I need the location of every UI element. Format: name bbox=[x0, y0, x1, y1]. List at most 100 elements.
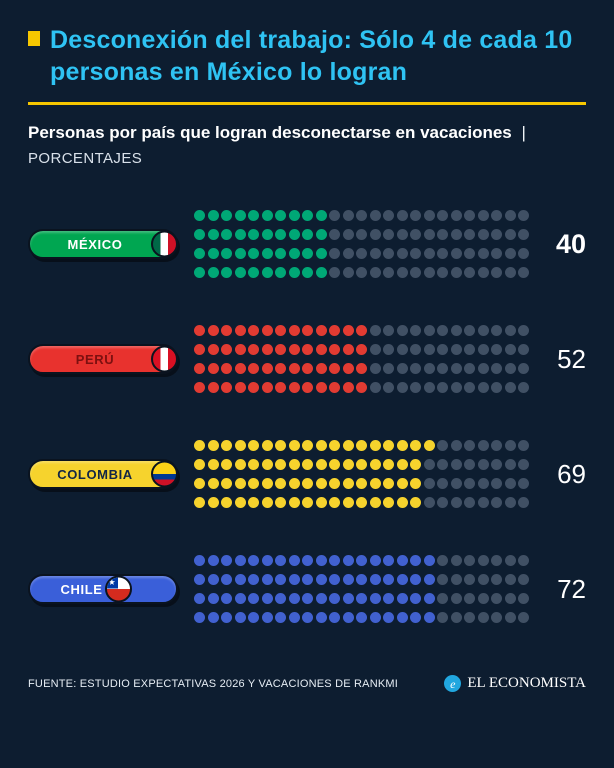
dot bbox=[329, 440, 340, 452]
dot bbox=[518, 210, 529, 222]
dot bbox=[356, 440, 367, 452]
dot bbox=[234, 459, 246, 471]
dot bbox=[491, 382, 502, 394]
dot bbox=[329, 574, 340, 586]
mexico-flag-icon bbox=[151, 230, 178, 258]
dot bbox=[396, 210, 408, 222]
dot bbox=[423, 478, 435, 490]
dot bbox=[450, 248, 462, 260]
dot bbox=[423, 229, 435, 241]
dot bbox=[356, 478, 367, 490]
dot bbox=[410, 382, 421, 394]
subtitle-separator: | bbox=[521, 123, 526, 142]
dot bbox=[477, 210, 489, 222]
dot bbox=[464, 267, 475, 279]
dot bbox=[315, 440, 327, 452]
dot bbox=[288, 363, 300, 375]
dot bbox=[518, 459, 529, 471]
dot bbox=[329, 325, 340, 337]
dot bbox=[423, 440, 435, 452]
dot bbox=[275, 497, 286, 509]
dot bbox=[207, 612, 219, 624]
dot bbox=[221, 478, 232, 490]
dot bbox=[396, 344, 408, 356]
dot bbox=[518, 229, 529, 241]
dot-grid-peru bbox=[194, 325, 529, 394]
dot bbox=[329, 459, 340, 471]
dot bbox=[329, 382, 340, 394]
dot bbox=[342, 497, 354, 509]
dot bbox=[288, 382, 300, 394]
dot bbox=[450, 363, 462, 375]
dot bbox=[288, 574, 300, 586]
dot bbox=[194, 555, 205, 567]
dot bbox=[518, 267, 529, 279]
dot bbox=[477, 267, 489, 279]
dot bbox=[207, 593, 219, 605]
dot bbox=[315, 267, 327, 279]
dot bbox=[329, 344, 340, 356]
dot bbox=[423, 344, 435, 356]
value-label-mexico: 40 bbox=[555, 228, 586, 259]
dot bbox=[329, 248, 340, 260]
dot bbox=[207, 248, 219, 260]
dot bbox=[396, 555, 408, 567]
dot bbox=[288, 267, 300, 279]
dot bbox=[369, 344, 381, 356]
dot bbox=[234, 440, 246, 452]
dot bbox=[423, 210, 435, 222]
dot bbox=[396, 325, 408, 337]
dot bbox=[194, 497, 205, 509]
dot bbox=[356, 497, 367, 509]
dot bbox=[342, 363, 354, 375]
dot bbox=[369, 478, 381, 490]
dot bbox=[369, 229, 381, 241]
dot bbox=[261, 478, 273, 490]
dot bbox=[302, 325, 313, 337]
dot bbox=[464, 363, 475, 375]
dot bbox=[437, 593, 448, 605]
dot bbox=[518, 344, 529, 356]
dot bbox=[369, 459, 381, 471]
dot bbox=[410, 210, 421, 222]
dot bbox=[450, 497, 462, 509]
chart-subtitle: Personas por país que logran desconectar… bbox=[28, 121, 586, 170]
dot bbox=[410, 363, 421, 375]
dot bbox=[207, 382, 219, 394]
brand: e EL ECONOMISTA bbox=[444, 675, 586, 692]
dot bbox=[275, 210, 286, 222]
country-label: COLOMBIA bbox=[57, 466, 133, 482]
dot bbox=[356, 325, 367, 337]
dot bbox=[248, 229, 259, 241]
dot bbox=[410, 593, 421, 605]
dot bbox=[396, 497, 408, 509]
dot bbox=[423, 593, 435, 605]
dot bbox=[261, 248, 273, 260]
dot bbox=[450, 459, 462, 471]
dot bbox=[315, 229, 327, 241]
subtitle-unit: PORCENTAJES bbox=[28, 149, 143, 167]
dot bbox=[464, 612, 475, 624]
dot bbox=[194, 210, 205, 222]
dot bbox=[504, 497, 516, 509]
dot bbox=[234, 267, 246, 279]
dot bbox=[464, 210, 475, 222]
dot bbox=[342, 344, 354, 356]
dot bbox=[369, 555, 381, 567]
dot bbox=[450, 344, 462, 356]
dot bbox=[423, 459, 435, 471]
dot bbox=[194, 440, 205, 452]
dot bbox=[491, 440, 502, 452]
dot bbox=[518, 612, 529, 624]
dot bbox=[329, 612, 340, 624]
dot bbox=[396, 229, 408, 241]
dot bbox=[234, 229, 246, 241]
dot bbox=[518, 325, 529, 337]
dot bbox=[315, 459, 327, 471]
dot bbox=[437, 555, 448, 567]
dot bbox=[248, 248, 259, 260]
dot bbox=[221, 325, 232, 337]
dot bbox=[491, 325, 502, 337]
country-label: CHILE bbox=[60, 581, 103, 597]
dot bbox=[234, 555, 246, 567]
